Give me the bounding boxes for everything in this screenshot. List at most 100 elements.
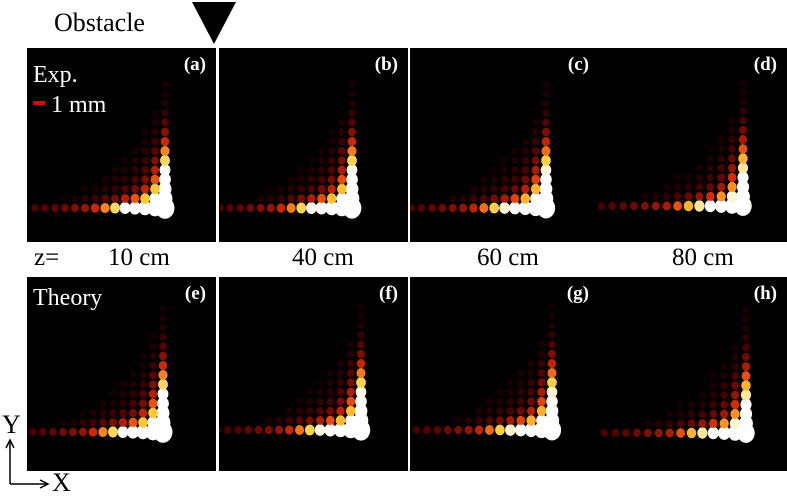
- y-axis-arrow-icon: [5, 438, 15, 449]
- intensity-lobe: [347, 359, 355, 368]
- intensity-lobe: [328, 137, 336, 146]
- intensity-lobe: [506, 388, 514, 396]
- intensity-lobe: [346, 164, 358, 176]
- intensity-lobe: [158, 369, 168, 381]
- intensity-lobe: [138, 408, 148, 418]
- intensity-lobe: [531, 146, 540, 156]
- intensity-lobe: [78, 427, 88, 437]
- intensity-lobe: [151, 118, 159, 127]
- intensity-lobe: [514, 423, 527, 437]
- intensity-lobe: [706, 154, 714, 163]
- intensity-lobe: [517, 388, 525, 396]
- intensity-lobe: [737, 162, 749, 174]
- intensity-lobe: [348, 80, 356, 89]
- intensity-lobe: [326, 369, 334, 377]
- intensity-lobe: [121, 166, 129, 174]
- intensity-lobe: [695, 183, 704, 191]
- intensity-lobe: [265, 416, 273, 425]
- intensity-lobe: [356, 377, 366, 388]
- intensity-lobe: [328, 128, 336, 136]
- intensity-lobe: [337, 156, 346, 165]
- intensity-lobe: [151, 128, 159, 136]
- intensity-lobe: [161, 118, 169, 127]
- panel-f: (f): [219, 277, 408, 471]
- intensity-lobe: [141, 147, 149, 155]
- intensity-lobe: [337, 165, 347, 175]
- intensity-lobe: [138, 417, 148, 428]
- intensity-lobe: [307, 184, 316, 194]
- intensity-lobe: [469, 203, 478, 213]
- intensity-lobe: [129, 399, 137, 408]
- intensity-lobe: [347, 136, 357, 147]
- intensity-lobe: [475, 416, 483, 425]
- intensity-lobe: [347, 340, 355, 349]
- intensity-lobe: [521, 184, 530, 194]
- intensity-lobe: [149, 192, 161, 205]
- intensity-lobe: [530, 183, 541, 195]
- intensity-lobe: [528, 199, 543, 217]
- intensity-lobe: [148, 389, 158, 399]
- intensity-lobe: [140, 184, 150, 194]
- intensity-lobe: [109, 399, 117, 408]
- intensity-lobe: [149, 333, 157, 341]
- intensity-lobe: [495, 424, 505, 436]
- intensity-lobe: [536, 405, 547, 417]
- intensity-lobe: [517, 397, 525, 406]
- intensity-lobe: [738, 134, 748, 145]
- intensity-lobe: [717, 154, 725, 163]
- intensity-lobe: [337, 174, 347, 185]
- intensity-lobe: [343, 421, 359, 439]
- intensity-lobe: [506, 397, 514, 406]
- intensity-lobe: [526, 406, 536, 416]
- intensity-lobe: [139, 361, 147, 370]
- intensity-lobe: [131, 184, 139, 194]
- row-label-exp: Exp.: [33, 62, 78, 88]
- intensity-lobe: [346, 396, 356, 407]
- intensity-lobe: [717, 182, 726, 192]
- intensity-lobe: [532, 137, 540, 146]
- intensity-lobe: [728, 116, 736, 125]
- intensity-lobe: [117, 425, 129, 439]
- intensity-lobe: [219, 426, 222, 434]
- intensity-lobe: [485, 407, 493, 415]
- intensity-lobe: [71, 203, 79, 213]
- intensity-lobe: [673, 192, 682, 201]
- intensity-lobe: [158, 360, 168, 371]
- intensity-lobe: [119, 399, 127, 408]
- panel-label-g: (g): [566, 283, 589, 304]
- intensity-lobe: [717, 173, 726, 182]
- intensity-lobe: [151, 156, 159, 165]
- intensity-lobe: [630, 201, 638, 211]
- intensity-lobe: [224, 425, 232, 435]
- intensity-lobe: [51, 203, 59, 213]
- intensity-lobe: [355, 386, 367, 398]
- intensity-lobe: [296, 202, 307, 214]
- intensity-lobe: [337, 359, 344, 368]
- intensity-lobe: [129, 380, 137, 389]
- intensity-lobe: [674, 183, 682, 191]
- intensity-lobe: [698, 410, 707, 418]
- intensity-lobe: [119, 201, 131, 215]
- intensity-lobe: [119, 390, 127, 398]
- intensity-pattern: [219, 302, 371, 441]
- intensity-lobe: [730, 408, 740, 420]
- intensity-lobe: [108, 426, 118, 438]
- panel-label-d: (d): [753, 54, 777, 75]
- intensity-lobe: [139, 399, 147, 408]
- intensity-lobe: [542, 127, 550, 137]
- intensity-lobe: [346, 387, 355, 397]
- intensity-lobe: [307, 193, 316, 204]
- intensity-lobe: [706, 182, 715, 192]
- intensity-lobe: [709, 409, 718, 419]
- panel-h: (h): [598, 277, 787, 471]
- intensity-lobe: [532, 128, 540, 136]
- intensity-lobe: [509, 201, 521, 215]
- intensity-lobe: [149, 380, 157, 389]
- intensity-lobe: [480, 194, 488, 203]
- intensity-lobe: [651, 201, 660, 211]
- intensity-lobe: [29, 427, 37, 437]
- intensity-lobe: [496, 388, 504, 396]
- intensity-lobe: [506, 416, 515, 425]
- intensity-lobe: [518, 200, 532, 216]
- intensity-lobe: [79, 409, 87, 417]
